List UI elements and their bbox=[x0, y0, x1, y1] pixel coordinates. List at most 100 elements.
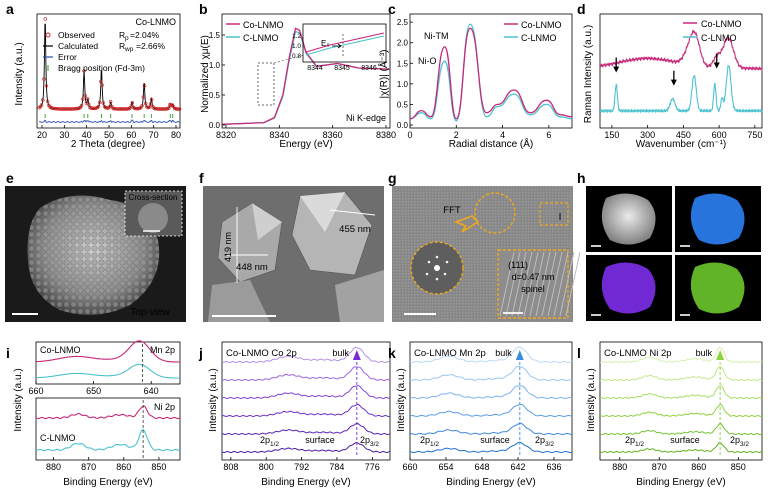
inset-co-lnmo bbox=[306, 33, 384, 52]
panel-label: i bbox=[6, 345, 10, 361]
annotation-ni-tm: Ni-TM bbox=[424, 31, 449, 41]
legend-observed-marker bbox=[46, 33, 50, 37]
particle-map bbox=[691, 193, 745, 244]
fft-spot bbox=[444, 273, 447, 276]
bulk-label: bulk bbox=[696, 348, 713, 358]
x-tick-label: 792 bbox=[294, 462, 309, 472]
legend-entry: Co-LNMO bbox=[243, 20, 284, 30]
fft-spot bbox=[428, 261, 431, 264]
x-tick-label: 8320 bbox=[216, 130, 236, 140]
panel-label: h bbox=[577, 170, 586, 186]
j-spectrum bbox=[222, 423, 390, 434]
surface-label: surface bbox=[305, 435, 335, 445]
panel-label: j bbox=[198, 345, 203, 361]
y-axis-label: Intensity (a.u.) bbox=[208, 368, 219, 431]
orbital-sub: 3/2 bbox=[545, 441, 554, 448]
measurement-label: 448 nm bbox=[236, 262, 268, 273]
l-spectrum bbox=[600, 405, 762, 417]
k-spectrum bbox=[410, 386, 572, 399]
zoom-box bbox=[258, 63, 274, 105]
y-tick-label: 0.0 bbox=[209, 121, 221, 130]
x-tick-label: 0 bbox=[407, 130, 412, 140]
bulk-arrow-head bbox=[353, 350, 361, 360]
x-axis-label: Radial distance (Å) bbox=[449, 137, 533, 150]
orbital-sub: 1/2 bbox=[430, 441, 439, 448]
x-tick-label: 660 bbox=[402, 462, 417, 472]
inset-x-tick-label: 8345 bbox=[334, 65, 350, 72]
orbital-sub: 1/2 bbox=[635, 441, 644, 448]
legend-entry: C-LNMO bbox=[243, 33, 279, 43]
y-axis-label: Raman Intensity (a.u.) bbox=[583, 25, 594, 123]
surface-label: surface bbox=[670, 435, 700, 445]
inset-c-lnmo bbox=[306, 36, 384, 55]
image-caption: Top-view bbox=[130, 307, 170, 318]
x-axis-label: Binding Energy (eV) bbox=[261, 477, 351, 488]
orbital-label: 2p bbox=[260, 435, 270, 445]
y-axis-label: |χ(R)| (Å⁻³) bbox=[377, 49, 390, 98]
series-c-lnmo bbox=[222, 32, 390, 125]
x-tick-label: 850 bbox=[151, 462, 166, 472]
x-tick-label: 20 bbox=[37, 130, 47, 140]
x-tick-label: 80 bbox=[171, 130, 181, 140]
x-tick-label: 650 bbox=[86, 386, 101, 396]
plane-label: (111) bbox=[508, 260, 528, 270]
y-tick-label: 1.0 bbox=[397, 80, 409, 89]
y-tick-label: 1.5 bbox=[397, 59, 409, 68]
observed-point bbox=[44, 18, 47, 21]
y-tick-label: 2.0 bbox=[397, 39, 409, 48]
peak-arrow-head bbox=[613, 67, 619, 73]
l-spectrum bbox=[600, 367, 762, 381]
l-spectrum bbox=[600, 423, 762, 434]
e0-label: E₀ bbox=[321, 39, 330, 48]
panel-title: Co-LNMO Ni 2p bbox=[604, 348, 672, 359]
x-tick-label: 800 bbox=[259, 462, 274, 472]
error-line bbox=[39, 120, 180, 122]
legend-entry: Bragg position (Fd-3m) bbox=[58, 63, 145, 73]
x-axis-label: Wavenumber (cm⁻¹) bbox=[636, 139, 726, 150]
x-tick-label: 776 bbox=[365, 462, 380, 472]
rp-sub: p bbox=[125, 35, 129, 42]
peak-arrow-head bbox=[714, 62, 720, 68]
x-tick-label: 870 bbox=[652, 462, 667, 472]
y-axis-label: Intensity (a.u.) bbox=[14, 42, 25, 105]
orbital-sub: 3/2 bbox=[740, 441, 749, 448]
x-tick-label: 660 bbox=[28, 386, 43, 396]
dspacing-label: d=0.47 nm bbox=[512, 272, 555, 282]
y-tick-label: 0.5 bbox=[397, 100, 409, 109]
orbital-label: 2p bbox=[730, 435, 740, 445]
measurement-label: 419 nm bbox=[223, 232, 233, 262]
legend-entry: Calculated bbox=[58, 41, 98, 51]
x-tick-label: 70 bbox=[149, 130, 159, 140]
x-tick-label: 860 bbox=[691, 462, 706, 472]
panel-label: d bbox=[577, 1, 586, 17]
y-tick-label: 2.5 bbox=[397, 18, 409, 27]
legend-entry: C-LNMO bbox=[40, 433, 76, 443]
y-axis-label: Intensity (a.u.) bbox=[13, 368, 24, 431]
particle-map bbox=[691, 262, 745, 313]
orbital-label: 2p bbox=[360, 435, 370, 445]
x-axis-label: Binding Energy (eV) bbox=[63, 477, 153, 488]
rp-value: =2.04% bbox=[130, 30, 160, 40]
y-axis-label: Intensity (a.u.) bbox=[396, 368, 407, 431]
fft-spot bbox=[446, 261, 449, 264]
bulk-arrow-head bbox=[516, 350, 524, 360]
orbital-label: 2p bbox=[535, 435, 545, 445]
x-axis-label: Energy (eV) bbox=[279, 139, 332, 150]
x-axis-label: Binding Energy (eV) bbox=[446, 477, 536, 488]
x-tick-label: 784 bbox=[329, 462, 344, 472]
surface-label: surface bbox=[480, 435, 510, 445]
rwp-value: =2.66% bbox=[136, 41, 166, 51]
k-spectrum bbox=[410, 366, 572, 380]
x-tick-label: 636 bbox=[546, 462, 561, 472]
inset-caption: Cross-section bbox=[129, 193, 178, 202]
x-tick-label: 860 bbox=[116, 462, 131, 472]
inset-x-tick-label: 8344 bbox=[307, 65, 323, 72]
bulk-label: bulk bbox=[495, 348, 512, 358]
panel-label: k bbox=[388, 345, 396, 361]
fft-label: FFT bbox=[443, 205, 461, 216]
zoom-box-label: I bbox=[559, 212, 562, 223]
legend-entry: Co-LNMO bbox=[521, 20, 562, 30]
element-label: Co bbox=[655, 307, 668, 318]
x-tick-label: 642 bbox=[510, 462, 525, 472]
